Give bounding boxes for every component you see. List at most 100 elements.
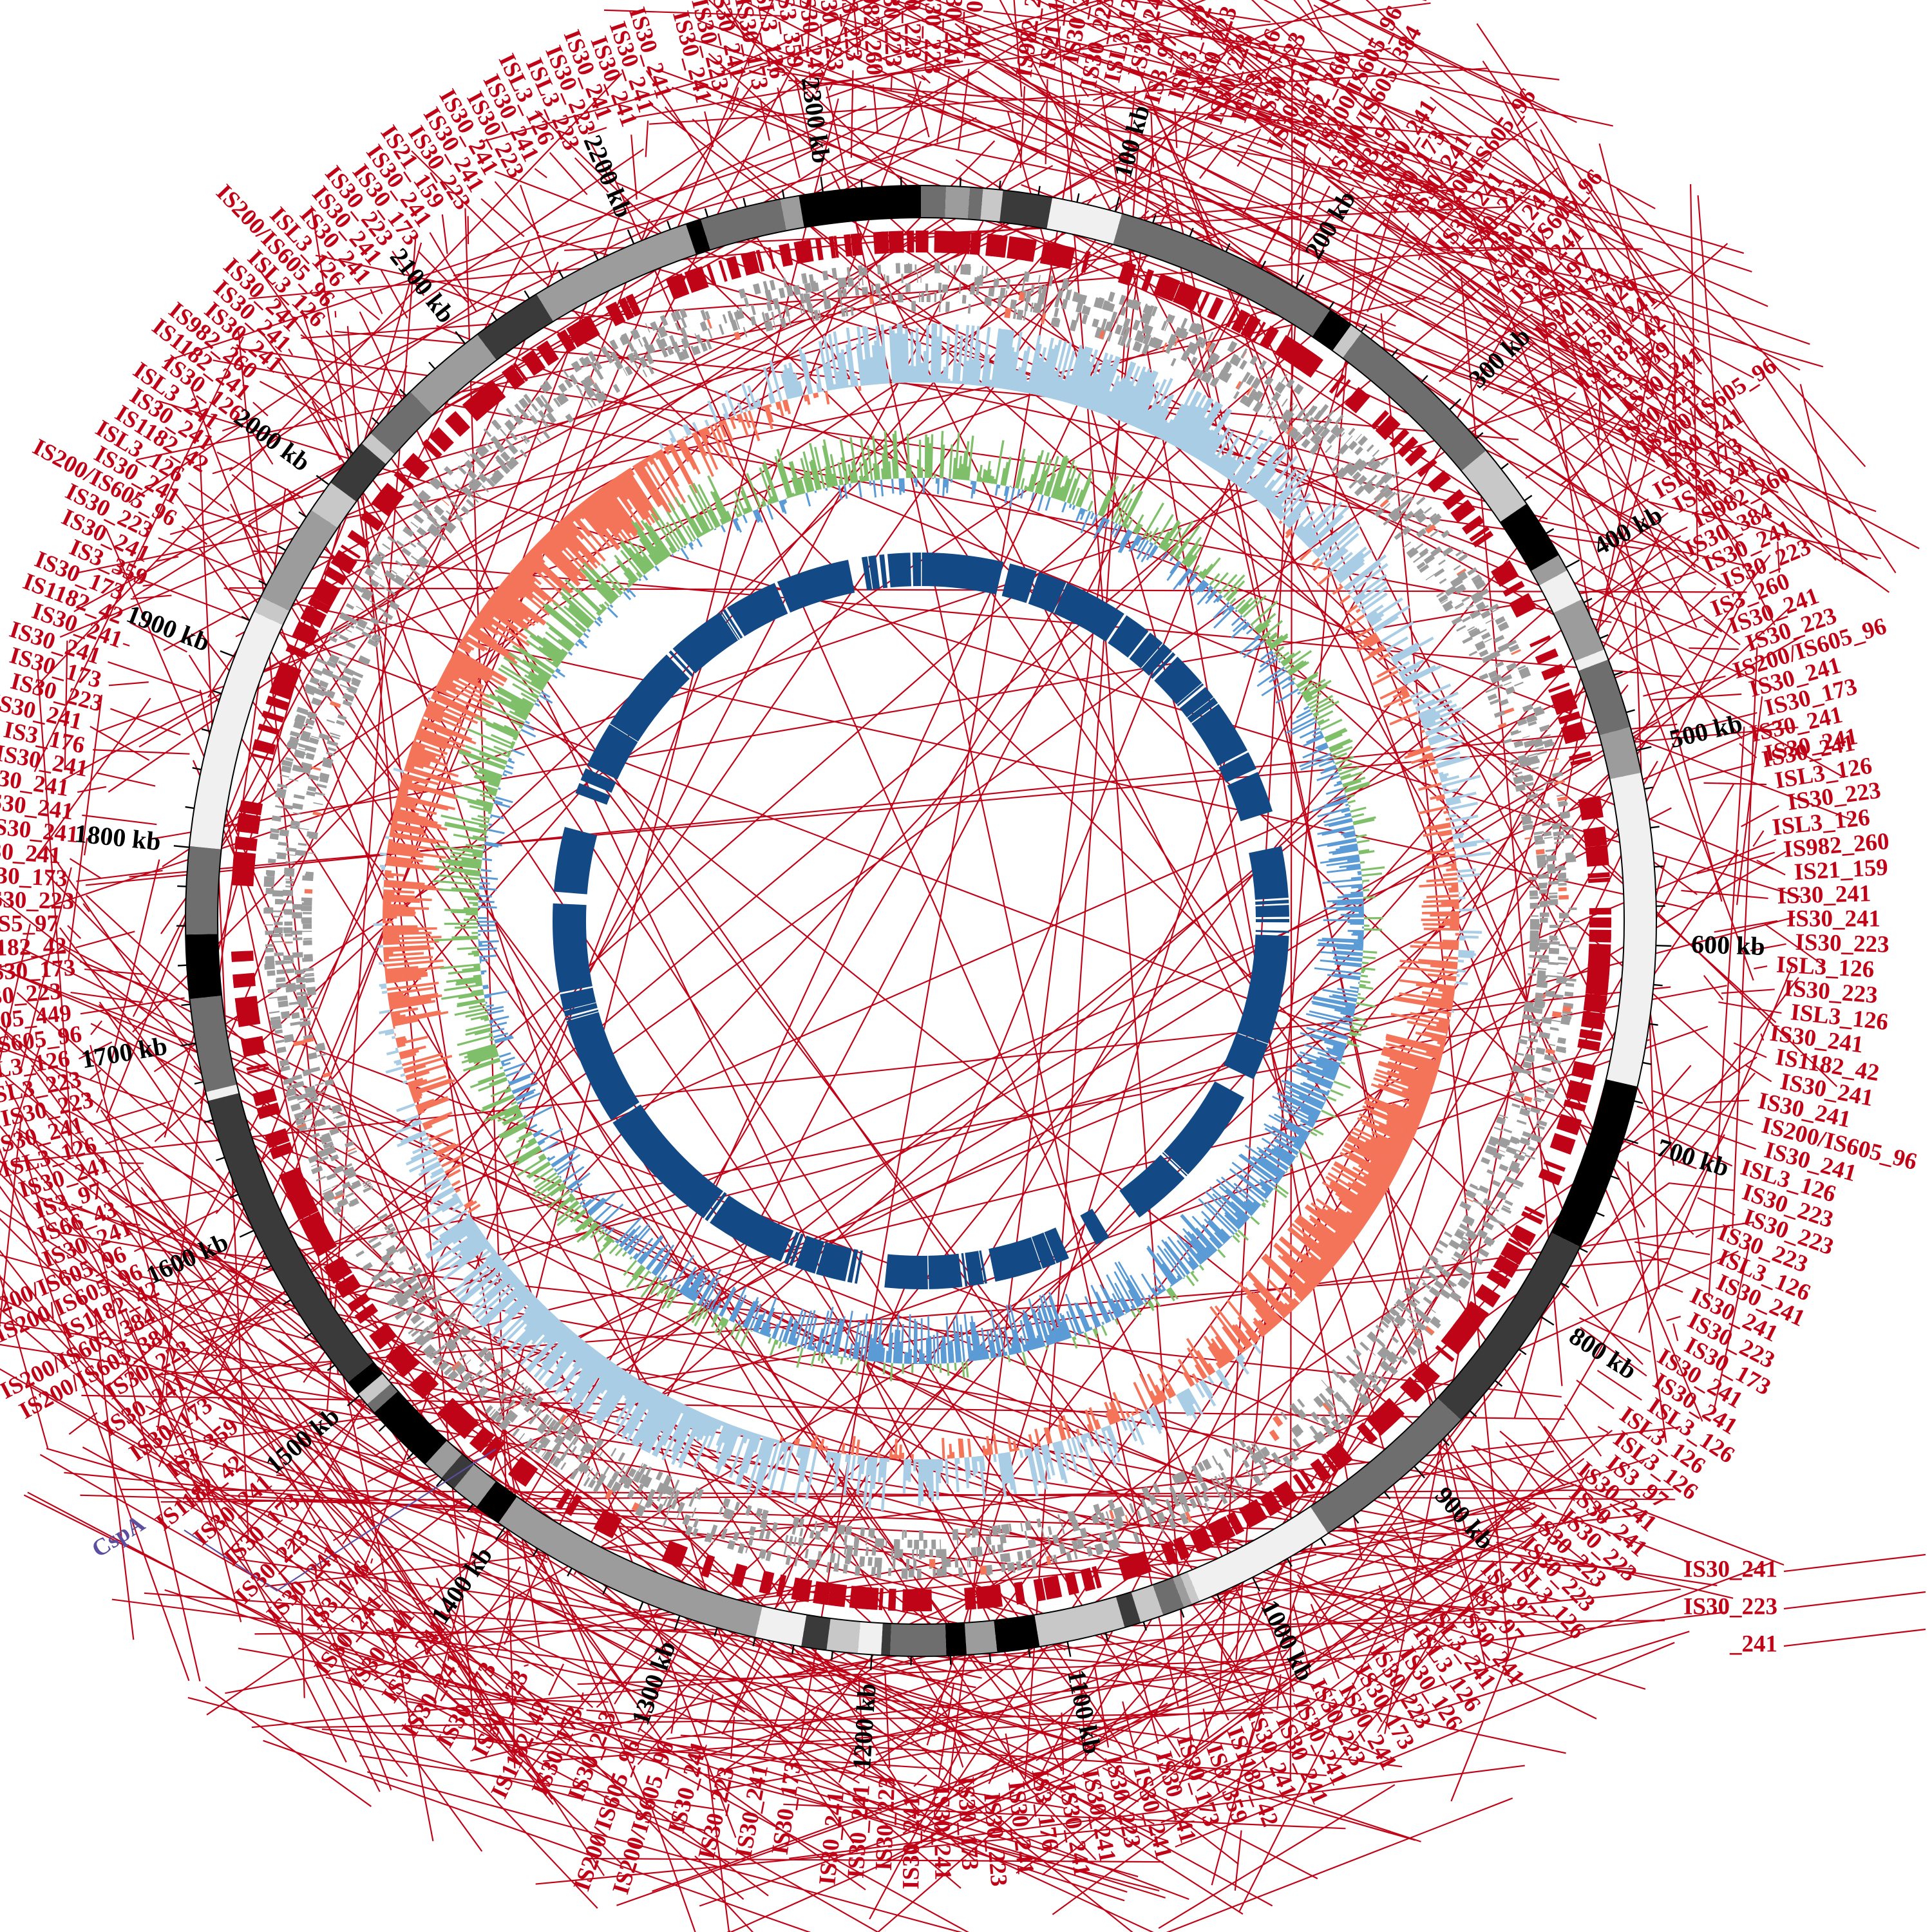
gc-skew-bar [582, 1365, 619, 1416]
cds-feature [1030, 284, 1035, 293]
cds-feature [656, 1503, 664, 1513]
cds-feature [1218, 1474, 1224, 1484]
cds-feature [276, 979, 286, 983]
gc-skew-bar [381, 990, 388, 994]
gc-skew-bar [945, 336, 951, 384]
is-element-marker [1567, 1080, 1592, 1094]
cds-feature [1430, 1318, 1441, 1329]
cds-feature [314, 791, 325, 797]
cds-feature [853, 1536, 860, 1545]
is-homology-link [1015, 28, 1242, 83]
cds-feature [920, 272, 922, 283]
is-element-marker [1321, 1453, 1339, 1474]
gc-skew-bar [424, 1124, 433, 1131]
cds-feature [514, 403, 523, 413]
gc-skew-bar [400, 1130, 426, 1143]
cds-feature [947, 265, 949, 274]
gc-skew-bar [379, 1009, 391, 1014]
cds-feature [1197, 370, 1204, 380]
is-element-marker [1524, 1206, 1546, 1219]
cds-feature [1005, 290, 1008, 299]
gc-skew-bar [1352, 1166, 1390, 1189]
is-element-marker [1589, 917, 1611, 928]
is-homology-link [1166, 1797, 1513, 1932]
gc-skew-bar [389, 999, 436, 1010]
gc-skew-bar [383, 929, 419, 933]
cds-feature [1280, 1411, 1288, 1420]
is-element-marker [1571, 1061, 1596, 1079]
karyotype-block [1312, 310, 1352, 351]
cds-feature [1564, 991, 1574, 997]
gc-skew-bar [1415, 698, 1435, 710]
gc-skew-bar [403, 1054, 453, 1072]
cds-feature [1070, 322, 1073, 330]
cds-feature [1229, 354, 1239, 365]
cds-feature [1419, 550, 1428, 558]
gc-skew-bar [1101, 1427, 1117, 1467]
is-element-marker [1329, 374, 1346, 394]
cds-feature [275, 805, 283, 809]
cds-feature [562, 369, 569, 378]
cds-feature [632, 1471, 638, 1481]
cds-feature [1211, 1455, 1218, 1466]
cds-feature [1244, 396, 1252, 406]
gc-skew-bar [1291, 1223, 1339, 1263]
gc-skew-bar [928, 375, 931, 383]
cds-feature [302, 1108, 312, 1115]
cds-feature [540, 1437, 551, 1449]
gc-skew-bar [518, 1310, 551, 1344]
is-element-marker [256, 1102, 281, 1120]
cds-feature [809, 1530, 815, 1539]
cds-feature [1485, 618, 1495, 624]
cds-feature [738, 288, 746, 299]
is-homology-link [1293, 0, 1741, 547]
gc-skew-bar [1412, 683, 1452, 703]
cds-feature [1459, 1243, 1470, 1251]
cds-feature [1354, 1387, 1363, 1397]
gc-skew-bar [1354, 626, 1373, 640]
cds-feature [1151, 306, 1158, 317]
cds-feature [383, 1256, 392, 1264]
gc-skew-bar [908, 1459, 911, 1482]
gc-skew-bar [1066, 348, 1084, 404]
gc-skew-bar [755, 1437, 771, 1483]
cds-feature [1331, 426, 1341, 436]
cds-feature [539, 1435, 547, 1444]
is-homology-link [164, 144, 819, 363]
is-homology-link [164, 1589, 1125, 1902]
cds-feature [483, 1350, 491, 1359]
gc-content-bar [1020, 478, 1025, 490]
is-element-marker [1455, 1313, 1480, 1336]
cds-feature [336, 1113, 344, 1119]
cds-feature [361, 592, 372, 601]
cds-feature [1537, 750, 1548, 755]
gc-skew-bar [1340, 1201, 1369, 1222]
cds-feature [297, 998, 308, 1005]
gc-skew-bar [1200, 1379, 1214, 1397]
gc-skew-bar [516, 1287, 529, 1300]
gc-skew-bar [1398, 659, 1425, 675]
cds-feature [570, 1446, 577, 1455]
gc-skew-bar [753, 1437, 773, 1496]
cds-feature [1488, 603, 1499, 612]
is-element-marker [887, 1588, 896, 1611]
is-homology-link [0, 1343, 1424, 1571]
gc-skew-bar [935, 1459, 940, 1501]
cds-feature [275, 1039, 285, 1044]
cds-feature [276, 852, 287, 860]
gc-skew-bar [1311, 557, 1320, 566]
cds-feature [696, 334, 703, 344]
is-homology-link [292, 1541, 622, 1864]
cds-feature [1184, 1511, 1193, 1523]
cds-feature [318, 1156, 329, 1162]
gc-skew-bar [1171, 392, 1202, 446]
is-homology-link [943, 40, 1593, 359]
is-element-marker [1197, 292, 1210, 314]
gc-skew-bar [1295, 1218, 1343, 1257]
gc-skew-bar [1399, 979, 1455, 989]
cds-feature [1385, 1312, 1396, 1322]
cds-feature [1320, 427, 1331, 439]
cds-feature [1110, 311, 1118, 323]
cds-feature [361, 630, 372, 639]
is-element-marker [618, 297, 635, 321]
